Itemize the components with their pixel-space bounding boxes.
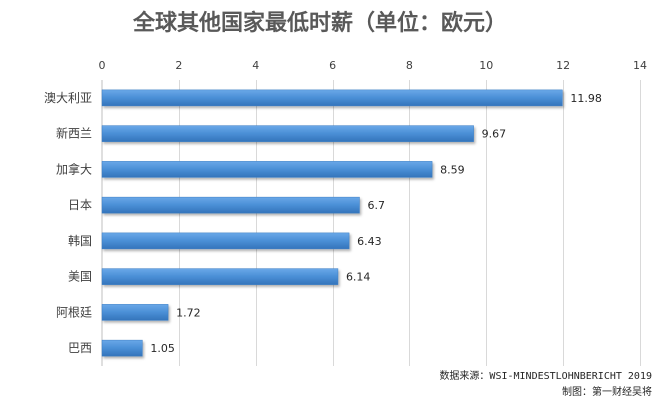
x-tick-label: 12 <box>556 59 570 72</box>
bar <box>101 304 169 321</box>
data-labels: 11.98 9.67 8.59 6.7 6.43 6.14 1.72 1.05 <box>150 92 602 355</box>
bar <box>101 339 143 357</box>
bar <box>101 232 350 250</box>
chart-title: 全球其他国家最低时薪（单位：欧元） <box>132 10 507 36</box>
data-label: 1.72 <box>176 306 201 319</box>
category-label: 巴西 <box>68 341 92 355</box>
category-label: 新西兰 <box>56 126 92 141</box>
data-label: 11.98 <box>570 92 602 105</box>
bars <box>101 89 563 357</box>
x-tick-label: 8 <box>406 59 413 72</box>
category-label: 美国 <box>68 270 92 284</box>
x-tick-label: 2 <box>175 59 182 72</box>
category-label: 阿根廷 <box>56 305 92 319</box>
data-label: 9.67 <box>482 128 507 141</box>
source-note: 数据来源：WSI-MINDESTLOHNBERICHT 2019 <box>439 369 652 382</box>
x-axis-ticks: 0 2 4 6 8 10 12 14 <box>99 59 648 72</box>
data-label: 8.59 <box>440 163 465 176</box>
bar <box>101 268 339 285</box>
x-tick-label: 0 <box>99 59 106 72</box>
data-label: 6.43 <box>357 235 382 248</box>
x-tick-label: 6 <box>329 59 336 72</box>
category-label: 加拿大 <box>56 161 92 176</box>
bar <box>101 89 563 107</box>
data-label: 6.14 <box>346 271 371 284</box>
x-tick-label: 10 <box>479 59 493 72</box>
gridlines <box>179 80 641 366</box>
x-tick-label: 14 <box>633 59 647 72</box>
category-label: 韩国 <box>68 233 92 248</box>
bar <box>101 161 433 178</box>
bar <box>101 196 360 214</box>
data-label: 1.05 <box>150 342 175 355</box>
category-label: 日本 <box>68 198 92 212</box>
credit-note: 制图：第一财经吴将 <box>562 385 652 398</box>
data-label: 6.7 <box>367 199 385 212</box>
bar <box>101 125 474 142</box>
x-tick-label: 4 <box>252 59 259 72</box>
category-label: 澳大利亚 <box>44 91 92 105</box>
